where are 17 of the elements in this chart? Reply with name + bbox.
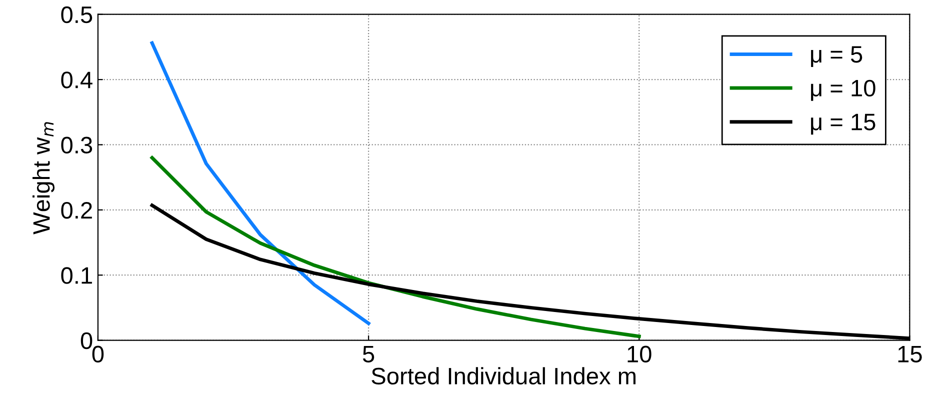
legend-label: μ = 15 (811, 114, 876, 135)
y-tick-label: 0.3 (61, 136, 92, 154)
legend-label: μ = 5 (811, 46, 862, 68)
y-axis-title: Weight w$_{m}$ (32, 122, 55, 234)
y-tick-label: 0 (80, 332, 92, 350)
x-tick-label: 0 (92, 346, 104, 363)
y-tick-label: 0.1 (61, 267, 92, 284)
y-tick-label: 0.2 (61, 202, 92, 219)
x-tick-label: 15 (898, 346, 922, 363)
y-tick-label: 0.4 (61, 72, 92, 88)
legend-label: μ = 10 (811, 80, 876, 101)
x-tick-label: 5 (362, 346, 374, 363)
line-series (150, 41, 370, 326)
x-axis-title: Sorted Individual Index m (372, 367, 636, 385)
x-tick-label: 10 (628, 346, 652, 363)
line-series (150, 156, 641, 338)
y-tick-label: 0.5 (61, 6, 92, 24)
